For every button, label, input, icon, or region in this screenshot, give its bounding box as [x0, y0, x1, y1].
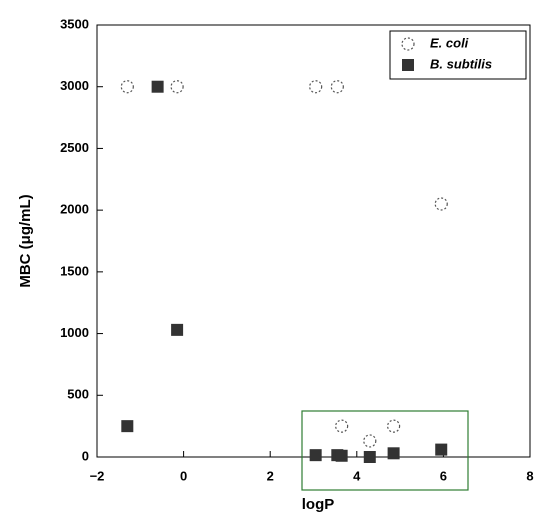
legend-label: B. subtilis: [430, 56, 492, 71]
data-point: [387, 419, 401, 433]
legend-label: E. coli: [430, 35, 469, 50]
legend-marker: [401, 37, 415, 51]
data-point: [434, 197, 448, 211]
x-tick-label: 8: [526, 468, 533, 483]
data-point: [435, 443, 448, 456]
y-axis-label: MBC (μg/mL): [17, 194, 34, 287]
data-point: [363, 434, 377, 448]
data-point: [363, 451, 376, 463]
data-point: [171, 323, 184, 336]
x-tick-label: 0: [180, 468, 187, 483]
data-point: [309, 449, 322, 462]
y-tick-label: 2000: [60, 202, 89, 217]
y-tick-label: 500: [67, 387, 89, 402]
y-tick-label: 3500: [60, 16, 89, 31]
data-point: [330, 80, 344, 94]
data-point: [309, 80, 323, 94]
x-tick-label: 6: [440, 468, 447, 483]
highlight-box: [301, 410, 469, 491]
data-point: [335, 449, 348, 462]
data-point: [121, 420, 134, 433]
y-tick-label: 1500: [60, 263, 89, 278]
x-tick-label: 4: [353, 468, 361, 483]
y-tick-label: 2500: [60, 140, 89, 155]
legend-marker: [402, 59, 414, 71]
data-point: [387, 447, 400, 460]
data-point: [151, 80, 164, 93]
y-tick-label: 1000: [60, 325, 89, 340]
x-tick-label: −2: [90, 468, 105, 483]
data-point: [170, 80, 184, 94]
x-tick-label: 2: [267, 468, 274, 483]
y-tick-label: 0: [82, 448, 89, 463]
y-tick-label: 3000: [60, 78, 89, 93]
x-axis-label: logP: [302, 496, 335, 513]
data-point: [120, 80, 134, 94]
data-point: [335, 419, 349, 433]
